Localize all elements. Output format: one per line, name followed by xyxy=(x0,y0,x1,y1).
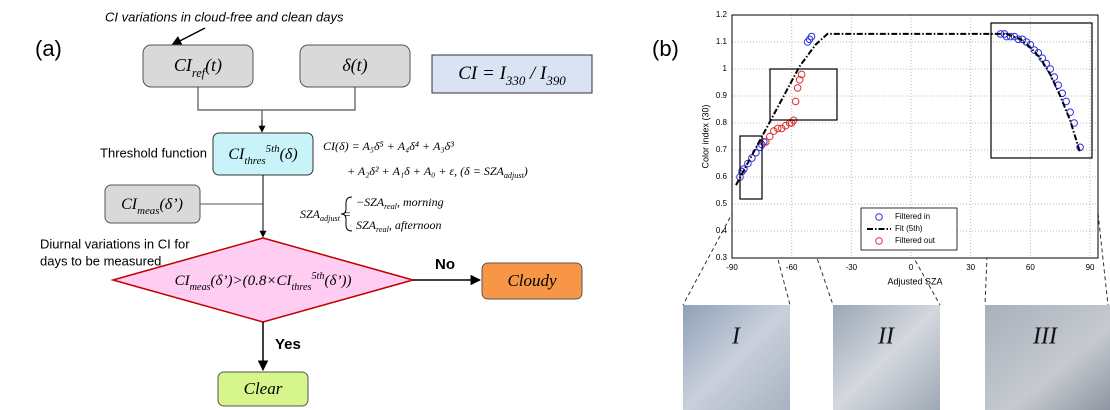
x-tick-label: -60 xyxy=(786,263,798,272)
math-part: (δ’)>(0.8×CI xyxy=(211,273,293,289)
legend-label: Fit (5th) xyxy=(895,224,923,233)
y-tick-label: 0.4 xyxy=(716,226,728,235)
math-text: δ(t) xyxy=(342,55,367,76)
yes-label: Yes xyxy=(275,336,301,353)
y-axis-label: Color index (30) xyxy=(700,104,710,168)
math-part: / I xyxy=(525,63,548,84)
math-part: + A₂δ² + A₁δ + A₀ + ε, (δ = SZA xyxy=(347,164,505,178)
x-tick-label: 60 xyxy=(1026,263,1035,272)
math-text: SZAreal, afternoon xyxy=(356,218,442,235)
arrow xyxy=(172,28,205,45)
math-script: thres xyxy=(244,155,265,167)
math-part: = xyxy=(340,207,351,221)
y-tick-label: 1 xyxy=(723,64,728,73)
connector xyxy=(198,87,355,130)
figure: (a) CI variations in cloud-free and clea… xyxy=(0,0,1110,410)
math-script: 5th xyxy=(311,271,324,282)
y-tick-label: 1.1 xyxy=(716,37,728,46)
math-text: + A₂δ² + A₁δ + A₀ + ε, (δ = SZAadjust) xyxy=(347,164,528,181)
diurnal-label: days to be measured xyxy=(40,253,161,268)
annotation: CI variations in cloud-free and clean da… xyxy=(105,9,344,24)
math-part: , morning xyxy=(397,195,444,209)
math-part: (δ) xyxy=(280,146,298,163)
math-part: δ(t) xyxy=(342,55,367,76)
photo xyxy=(833,305,940,410)
photo-label: I xyxy=(731,324,741,350)
math-text: −SZAreal, morning xyxy=(356,195,444,212)
math-part: CI xyxy=(175,273,191,289)
math-part: (δ’)) xyxy=(324,273,351,289)
y-tick-label: 0.7 xyxy=(716,145,728,154)
y-tick-label: 0.5 xyxy=(716,199,728,208)
math-script: adjust xyxy=(320,214,341,223)
math-part: (δ’) xyxy=(159,196,182,213)
plot: 0.3 0.4 0.5 0.6 0.7 0.8 0.9 1 1.1 1.2 -90 -60 -30 0 30… xyxy=(700,10,1098,286)
y-tick-label: 0.8 xyxy=(716,118,728,127)
y-tick-label: 0.9 xyxy=(716,91,728,100)
math-script: real xyxy=(384,202,398,211)
math-part: CI(δ) = A₅δ⁵ + A₄δ⁴ + A₃δ³ xyxy=(323,139,454,153)
cloudy: Cloudy xyxy=(507,271,557,290)
math-part: SZA xyxy=(300,207,321,221)
panel-label: (b) xyxy=(652,36,679,61)
page: (a) CI variations in cloud-free and clea… xyxy=(0,0,1110,410)
math-script: meas xyxy=(137,205,159,217)
photo xyxy=(683,305,790,410)
math-part: , afternoon xyxy=(389,218,442,232)
diurnal-label: Diurnal variations in CI for xyxy=(40,236,190,251)
math-part: ) xyxy=(523,164,528,178)
math-part: CI xyxy=(228,146,245,163)
x-tick-label: -90 xyxy=(726,263,738,272)
x-tick-label: -30 xyxy=(846,263,858,272)
math-script: adjust xyxy=(504,171,525,180)
photo-label: II xyxy=(877,324,895,350)
x-tick-label: 30 xyxy=(966,263,975,272)
y-tick-label: 0.6 xyxy=(716,172,728,181)
math-part: CI xyxy=(121,196,138,213)
y-tick-label: 1.2 xyxy=(716,10,728,19)
clear: Clear xyxy=(244,379,283,398)
panel-label: (a) xyxy=(35,36,62,61)
math-part: CI xyxy=(174,55,193,75)
math-script: thres xyxy=(291,282,311,293)
legend-label: Filtered out xyxy=(895,236,936,245)
math-script: real xyxy=(376,225,390,234)
legend-label: Filtered in xyxy=(895,212,930,221)
math-part: (t) xyxy=(205,55,222,76)
math-script: 330 xyxy=(505,73,526,88)
threshold-label: Threshold function xyxy=(100,145,207,160)
x-tick-label: 0 xyxy=(909,263,914,272)
x-tick-label: 90 xyxy=(1086,263,1095,272)
photo-label: III xyxy=(1032,324,1058,350)
math-part: CI = I xyxy=(458,63,507,84)
math-part: −SZA xyxy=(356,195,385,209)
math-script: meas xyxy=(190,282,211,293)
photo xyxy=(985,305,1110,410)
x-axis-label: Adjusted SZA xyxy=(887,276,942,286)
math-text: SZAadjust = xyxy=(300,207,351,224)
math-text: CI(δ) = A₅δ⁵ + A₄δ⁴ + A₃δ³ xyxy=(323,139,454,153)
math-script: 390 xyxy=(545,73,566,88)
y-tick-label: 0.3 xyxy=(716,253,728,262)
math-script: 5th xyxy=(266,143,280,155)
math-part: SZA xyxy=(356,218,377,232)
no-label: No xyxy=(435,256,455,273)
